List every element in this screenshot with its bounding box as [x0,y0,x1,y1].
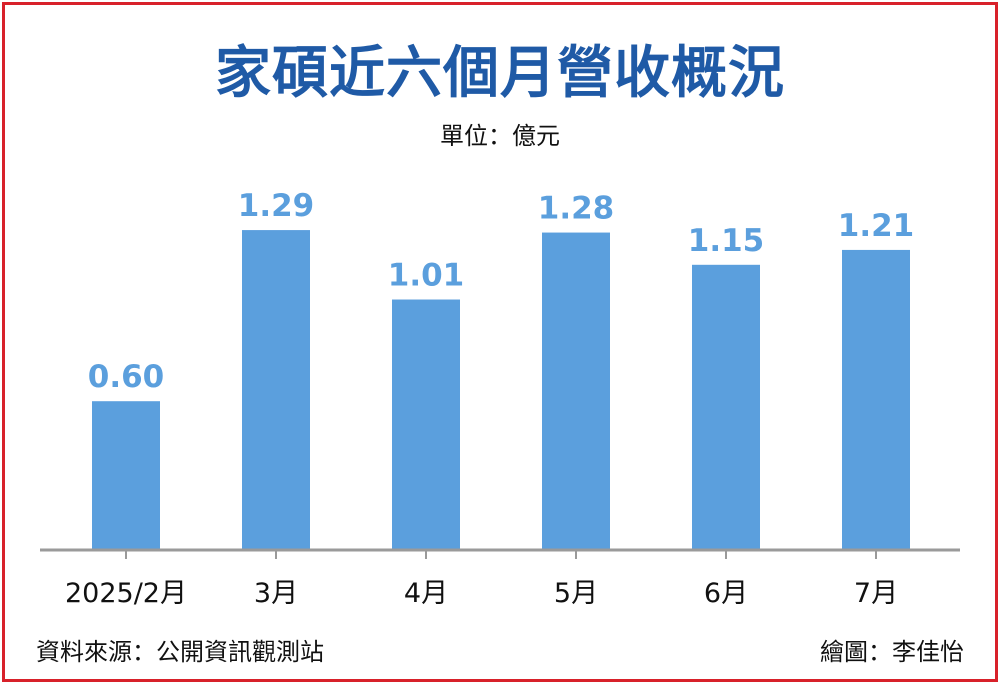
value-label-6: 1.21 [838,208,915,244]
bar-3 [392,299,460,550]
unit-label: 單位：億元 [440,122,560,150]
value-label-1: 0.60 [88,359,165,395]
x-label-3: 4月 [404,578,448,609]
credit-note: 繪圖：李佳怡 [820,638,964,666]
chart-title: 家碩近六個月營收概況 [215,41,785,106]
value-labels-group: 0.60 1.29 1.01 1.28 1.15 1.21 [88,188,915,395]
value-label-4: 1.28 [538,191,615,227]
bars-group [92,230,910,551]
bar-2 [242,230,310,550]
bar-4 [542,232,610,550]
x-label-5: 6月 [704,578,748,609]
value-label-2: 1.29 [238,188,315,224]
bar-6 [842,249,910,551]
bar-1 [92,401,160,550]
x-label-4: 5月 [554,578,598,609]
x-ticks-group [125,550,877,559]
value-label-3: 1.01 [388,258,465,294]
bar-5 [692,264,760,550]
x-label-6: 7月 [854,578,898,609]
x-labels-group: 2025/2月 3月 4月 5月 6月 7月 [65,578,898,609]
value-label-5: 1.15 [688,223,765,259]
x-label-1: 2025/2月 [65,578,187,609]
x-label-2: 3月 [254,578,298,609]
source-note: 資料來源：公開資訊觀測站 [36,638,324,666]
